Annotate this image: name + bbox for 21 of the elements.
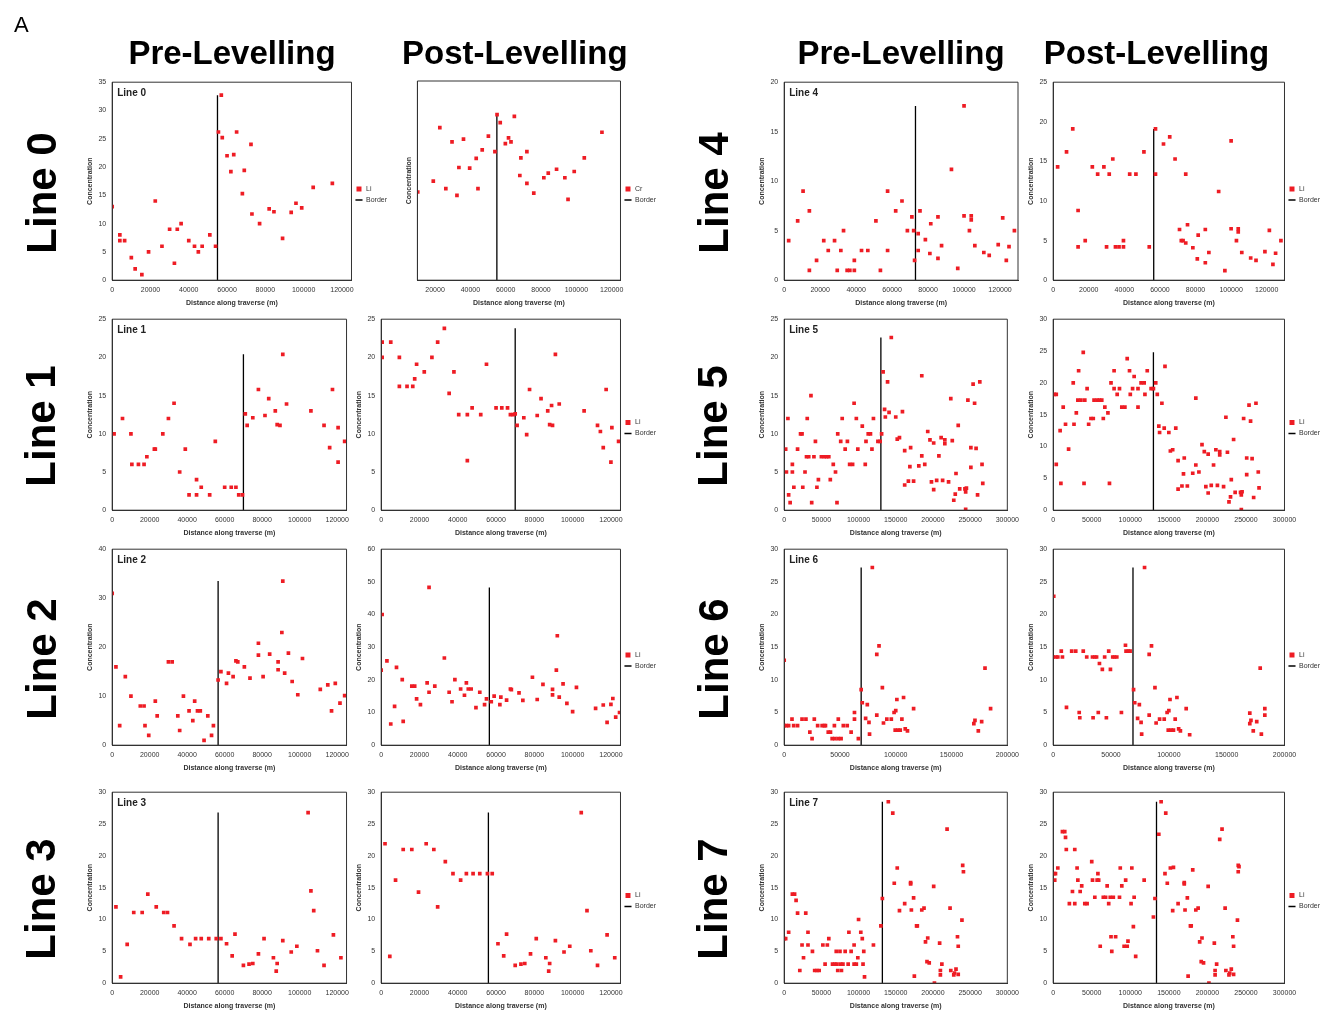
chart-subtitle: Pre-Levelling (127, 34, 337, 72)
text: Line 4 (789, 86, 819, 98)
text: Line 6 (789, 553, 819, 565)
text: Line 3 (117, 796, 147, 808)
text: Line 1 (117, 323, 147, 335)
text: Line 6 (688, 596, 737, 722)
text: Line 1 (16, 364, 65, 489)
text: Line 5 (688, 364, 737, 489)
text: Line 7 (789, 796, 819, 808)
text: Line 0 (117, 86, 147, 98)
text: A (14, 12, 29, 38)
text: Line 2 (117, 553, 147, 565)
text: Line 4 (688, 130, 737, 256)
text: Line 0 (16, 130, 65, 256)
text: Line 3 (16, 837, 65, 962)
text: Line 5 (789, 323, 819, 335)
text: Line 2 (16, 596, 65, 722)
chart-subtitle: Post-Levelling (1042, 34, 1271, 72)
text: Line 7 (688, 837, 737, 962)
chart-subtitle: Pre-Levelling (796, 34, 1006, 72)
chart-subtitle: Post-Levelling (402, 34, 628, 72)
